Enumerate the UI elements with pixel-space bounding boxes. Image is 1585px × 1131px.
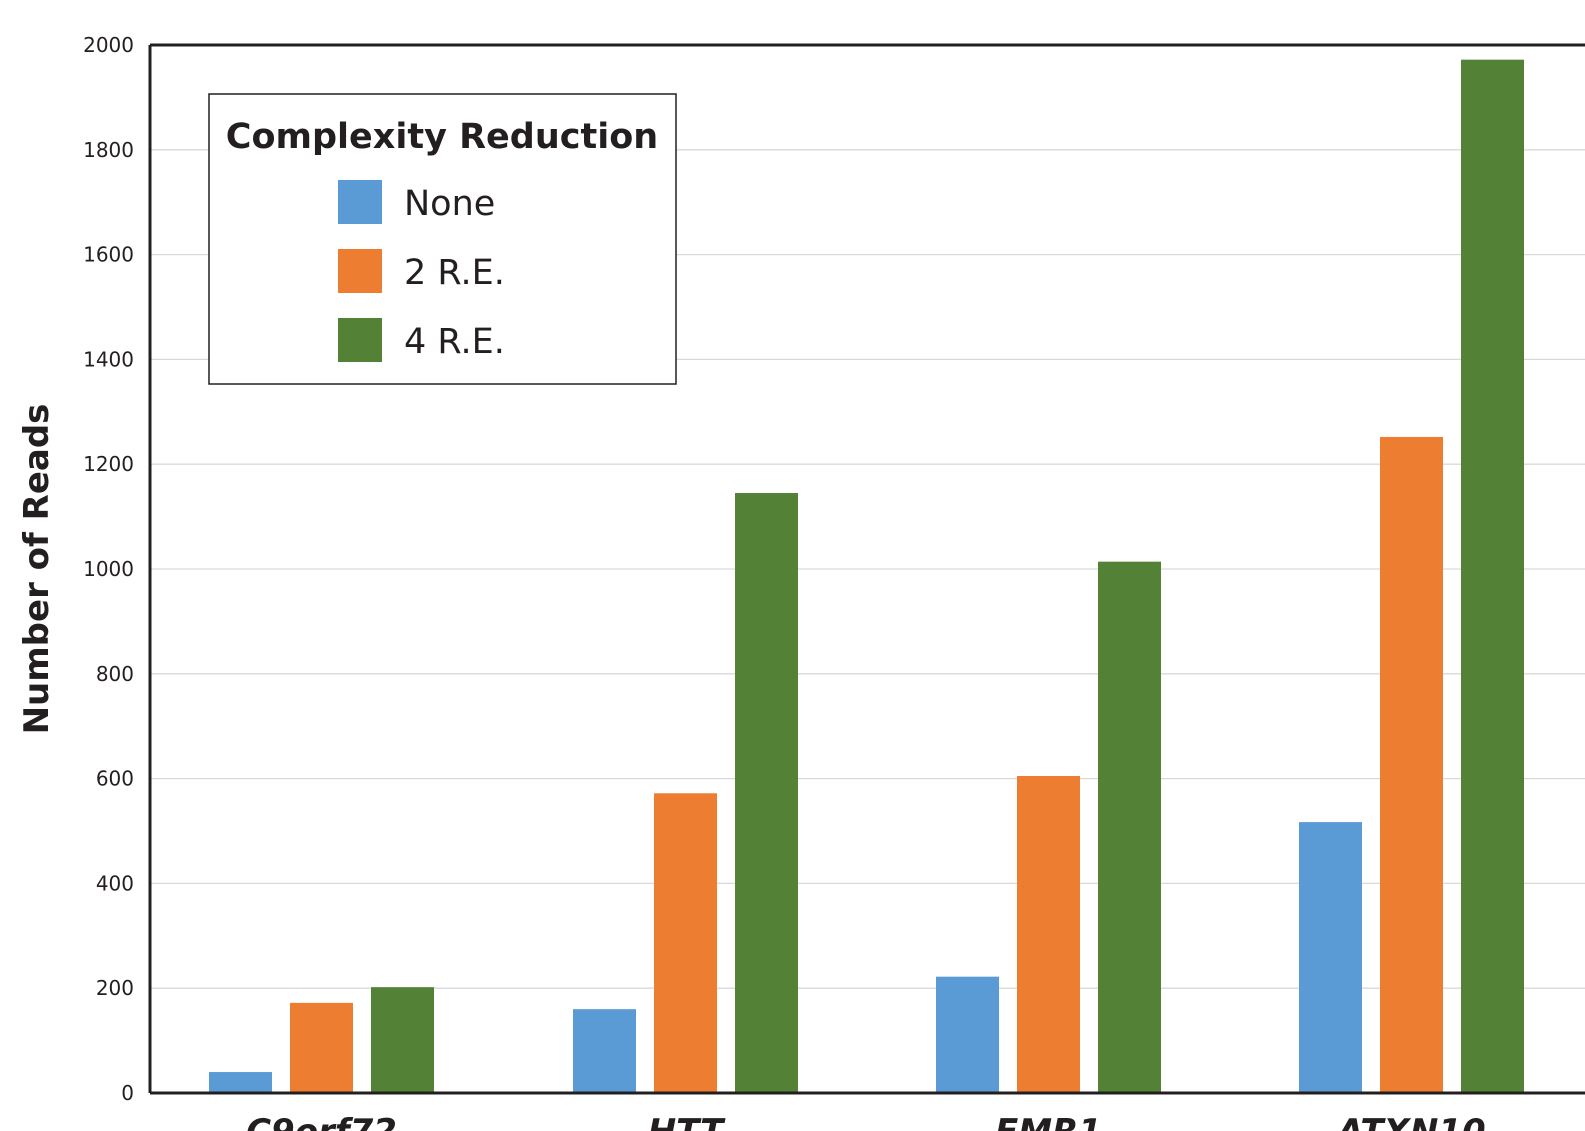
bar-c9orf72-1	[209, 1072, 272, 1093]
y-tick-label: 600	[96, 767, 134, 791]
bars	[209, 59, 1524, 1094]
bar-htt-3	[735, 493, 798, 1093]
y-tick-label: 1600	[83, 243, 134, 267]
y-tick-label: 1200	[83, 452, 134, 476]
y-tick-label: 200	[96, 976, 134, 1000]
legend-swatch	[338, 249, 382, 293]
legend: Complexity Reduction None 2 R.E. 4 R.E.	[208, 93, 677, 385]
y-tick-label: 1800	[83, 138, 134, 162]
bar-fmr1-3	[1098, 561, 1161, 1093]
bar-atxn10-2	[1380, 436, 1443, 1093]
x-tick-label: ATXN10	[1334, 1112, 1485, 1131]
bar-atxn10-1	[1299, 822, 1362, 1093]
bar-c9orf72-2	[290, 1002, 353, 1093]
y-tick-label: 400	[96, 871, 134, 895]
legend-entry-label: 2 R.E.	[404, 253, 505, 293]
y-tick-label: 1000	[83, 557, 134, 581]
legend-swatch	[338, 318, 382, 362]
bar-htt-2	[654, 793, 717, 1093]
x-tick-label: C9orf72	[246, 1112, 397, 1131]
bar-htt-1	[573, 1009, 636, 1093]
axes	[148, 43, 1585, 1095]
bar-c9orf72-3	[371, 987, 434, 1093]
legend-entry-label: None	[404, 184, 495, 224]
y-tick-label: 800	[96, 662, 134, 686]
y-tick-label: 1400	[83, 347, 134, 371]
legend-title: Complexity Reduction	[226, 117, 658, 157]
legend-entry-label: 4 R.E.	[404, 322, 505, 362]
x-tick-label: HTT	[648, 1112, 726, 1131]
y-axis-title: Number of Reads	[17, 404, 57, 735]
legend-swatch	[338, 180, 382, 224]
bar-fmr1-1	[936, 976, 999, 1093]
bar-atxn10-3	[1461, 59, 1524, 1094]
y-tick-label: 2000	[83, 33, 134, 57]
x-tick-label: FMR1	[995, 1112, 1102, 1131]
axis-labels: 0 200 400 600 800 1000 1200 1400 1600 1800 2000 C9o…	[17, 33, 1486, 1131]
y-tick-label: 0	[121, 1081, 134, 1105]
bar-fmr1-2	[1017, 775, 1080, 1093]
legend-box	[208, 93, 677, 385]
